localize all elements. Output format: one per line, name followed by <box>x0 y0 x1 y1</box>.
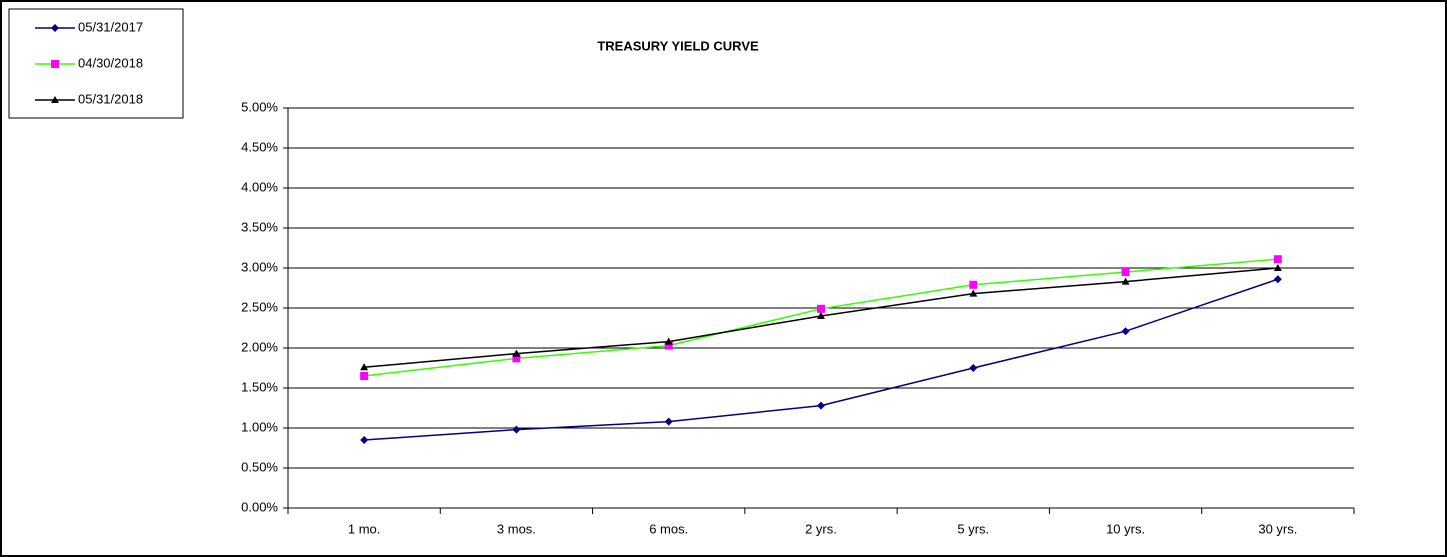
x-tick-label: 30 yrs. <box>1258 521 1297 536</box>
marker <box>512 354 521 363</box>
marker <box>360 372 369 380</box>
marker <box>1121 268 1130 276</box>
y-tick-label: 2.50% <box>241 299 278 314</box>
marker <box>360 436 369 444</box>
y-tick-label: 1.50% <box>241 379 278 394</box>
x-tick-label: 6 mos. <box>649 521 688 536</box>
x-tick-label: 2 yrs. <box>805 521 837 536</box>
marker <box>969 289 978 297</box>
marker <box>1273 255 1282 264</box>
marker <box>1273 264 1282 271</box>
marker <box>664 337 673 345</box>
y-tick-label: 0.00% <box>241 499 278 514</box>
y-tick-label: 4.50% <box>241 139 278 154</box>
x-tick-label: 5 yrs. <box>957 521 989 536</box>
y-tick-label: 1.00% <box>241 419 278 434</box>
legend-label: 05/31/2017 <box>78 19 143 34</box>
legend-marker <box>51 96 59 103</box>
marker <box>512 349 521 357</box>
marker <box>1273 275 1282 284</box>
y-tick-label: 4.00% <box>241 179 278 194</box>
marker <box>1121 327 1130 336</box>
legend-marker <box>51 24 59 32</box>
y-tick-label: 0.50% <box>241 459 278 474</box>
marker <box>1121 277 1130 285</box>
x-tick-label: 10 yrs. <box>1106 521 1145 536</box>
chart-title: TREASURY YIELD CURVE <box>597 38 759 53</box>
x-tick-label: 3 mos. <box>497 521 536 536</box>
marker <box>664 417 673 426</box>
legend-label: 05/31/2018 <box>78 91 143 106</box>
y-tick-label: 5.00% <box>241 99 278 114</box>
marker <box>969 280 978 289</box>
y-tick-label: 2.00% <box>241 339 278 354</box>
legend-marker <box>51 60 59 68</box>
marker <box>817 401 825 410</box>
marker <box>664 341 673 350</box>
marker <box>512 425 521 434</box>
legend-label: 04/30/2018 <box>78 55 143 70</box>
marker <box>817 304 825 313</box>
y-tick-label: 3.50% <box>241 219 278 234</box>
y-tick-label: 3.00% <box>241 259 278 274</box>
x-tick-label: 1 mo. <box>348 521 381 536</box>
marker <box>969 364 978 372</box>
marker <box>817 312 825 319</box>
marker <box>360 363 369 371</box>
